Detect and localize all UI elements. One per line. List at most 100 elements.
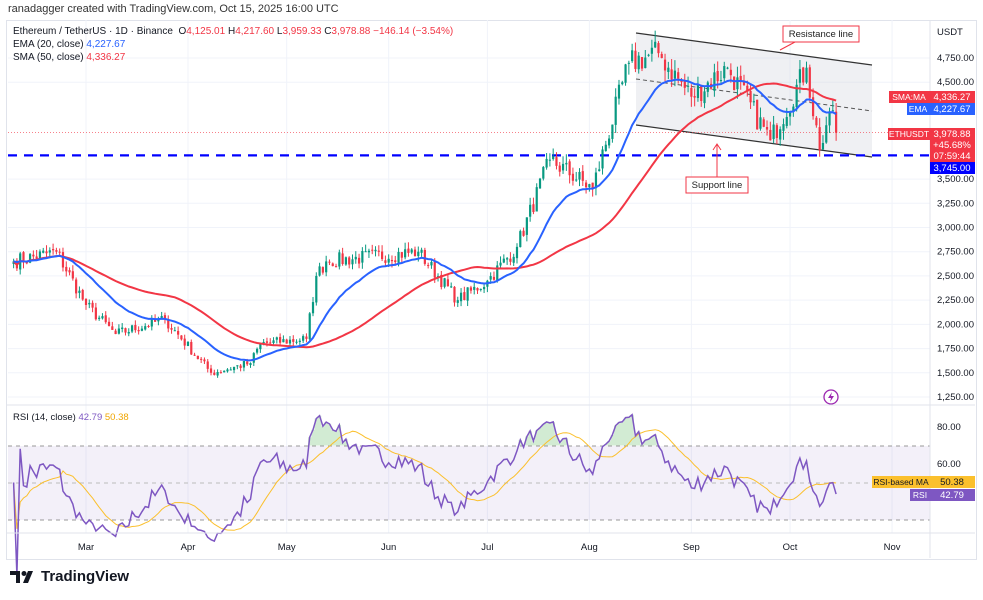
- svg-text:ETHUSDT: ETHUSDT: [889, 129, 929, 139]
- candle-body: [420, 249, 423, 253]
- candle-body: [48, 250, 51, 253]
- candle-body: [571, 173, 575, 181]
- support-trendline[interactable]: [635, 124, 873, 158]
- candle-body: [660, 53, 663, 59]
- candle-body: [489, 276, 492, 280]
- candle-body: [446, 279, 449, 287]
- candle-body: [453, 286, 456, 303]
- candle-body: [367, 250, 371, 253]
- candle-body: [68, 270, 71, 273]
- svg-text:42.79: 42.79: [940, 490, 964, 501]
- candle-body: [206, 361, 209, 369]
- sma-label[interactable]: SMA (50, close): [13, 52, 84, 63]
- tradingview-logo[interactable]: TradingView: [10, 568, 129, 585]
- candle-body: [811, 97, 815, 117]
- candle-body: [555, 157, 558, 166]
- candle-body: [683, 80, 686, 88]
- candle-body: [835, 111, 838, 133]
- candle-body: [42, 250, 45, 253]
- candle-body: [578, 171, 581, 180]
- candle-body: [387, 258, 390, 263]
- candle-body: [397, 251, 400, 263]
- candle-body: [61, 252, 65, 268]
- candle-body: [627, 62, 630, 64]
- tradingview-logo-icon: [10, 570, 33, 583]
- candle-body: [752, 101, 755, 103]
- candle-body: [499, 262, 502, 266]
- candle-body: [654, 41, 657, 48]
- sma-tag: SMA:MA 4,336.27: [889, 91, 975, 103]
- rsi-tag: RSI 42.79: [910, 489, 975, 501]
- candle-body: [32, 254, 35, 257]
- candle-body: [183, 338, 186, 346]
- candle-body: [341, 253, 344, 265]
- candle-body: [167, 319, 170, 329]
- candle-body: [107, 321, 111, 326]
- candle-body: [729, 69, 732, 76]
- candle-body: [413, 249, 417, 257]
- candle-body: [598, 169, 601, 172]
- rsi-line: [12, 413, 837, 576]
- candle-body: [558, 165, 561, 172]
- svg-text:SMA:MA: SMA:MA: [892, 92, 926, 102]
- time-tick-label: Apr: [181, 542, 196, 553]
- candle-body: [604, 144, 607, 152]
- candle-body: [331, 263, 334, 267]
- candle-body: [650, 47, 653, 54]
- candle-body: [808, 67, 811, 98]
- resistance-arrow: [779, 41, 796, 51]
- candle-body: [825, 125, 828, 143]
- candle-body: [696, 85, 700, 99]
- price-tick-label: 2,250.00: [937, 295, 974, 306]
- candle-body: [285, 339, 288, 344]
- candle-body: [581, 171, 584, 181]
- price-tick-label: 3,250.00: [937, 198, 974, 209]
- candle-body: [58, 251, 61, 253]
- ema-value: 4,227.67: [86, 39, 126, 50]
- candle-body: [492, 276, 496, 280]
- resistance-annotation-box[interactable]: [782, 25, 860, 43]
- rsi-tick-label: 60.00: [937, 459, 961, 470]
- candle-body: [515, 246, 519, 259]
- candle-body: [479, 288, 482, 290]
- candle-body: [302, 336, 305, 341]
- candle-body: [670, 69, 673, 80]
- candle-body: [482, 287, 486, 290]
- candle-body: [700, 84, 703, 102]
- currency-label[interactable]: USDT: [937, 27, 963, 38]
- candle-body: [170, 328, 173, 330]
- candle-body: [200, 358, 203, 360]
- candle-body: [305, 336, 308, 339]
- candle-body: [631, 50, 634, 62]
- chart-legend: Ethereum / TetherUS · 1D · Binance O4,12…: [13, 26, 454, 63]
- candle-body: [311, 302, 315, 314]
- candle-body: [334, 266, 338, 268]
- candle-body: [71, 271, 74, 279]
- candle-body: [400, 252, 403, 258]
- candle-body: [545, 158, 548, 168]
- candle-body: [265, 341, 269, 343]
- candle-body: [746, 85, 749, 91]
- symbol-title[interactable]: Ethereum / TetherUS · 1D · Binance: [13, 26, 173, 37]
- resistance-line[interactable]: [635, 32, 873, 66]
- candle-body: [450, 286, 453, 288]
- candle-body: [173, 330, 176, 332]
- candle-body: [611, 124, 614, 139]
- chart-frame[interactable]: [6, 20, 977, 560]
- ema-label[interactable]: EMA (20, close): [13, 39, 84, 50]
- candle-body: [775, 125, 778, 138]
- candle-body: [45, 251, 48, 254]
- candle-body: [548, 159, 551, 161]
- candle-body: [232, 366, 236, 371]
- rsi-pane-label: RSI (14, close) 42.79 50.38: [13, 412, 129, 423]
- candle-body: [371, 249, 374, 251]
- price-tick-label: 4,500.00: [937, 77, 974, 88]
- candle-body: [723, 66, 726, 79]
- candle-body: [298, 340, 301, 342]
- candle-body: [111, 326, 114, 330]
- candle-body: [423, 249, 426, 264]
- candle-body: [673, 70, 677, 79]
- candle-body: [127, 332, 130, 334]
- candle-body: [739, 75, 742, 82]
